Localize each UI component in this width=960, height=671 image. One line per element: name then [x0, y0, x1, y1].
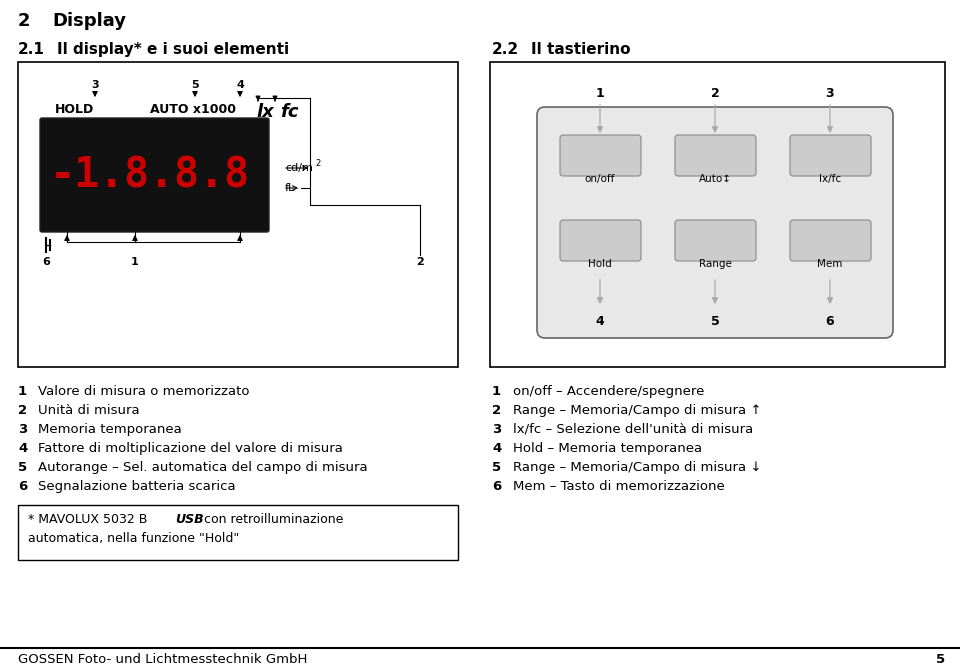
Text: 4: 4 — [492, 442, 501, 455]
Text: lx/fc – Selezione dell'unità di misura: lx/fc – Selezione dell'unità di misura — [513, 423, 754, 436]
Text: Display: Display — [52, 12, 126, 30]
Text: con retroilluminazione: con retroilluminazione — [200, 513, 344, 526]
Text: 2: 2 — [416, 257, 424, 267]
FancyBboxPatch shape — [560, 220, 641, 261]
Bar — [18, 62, 458, 367]
Text: 6: 6 — [492, 480, 501, 493]
Text: * MAVOLUX 5032 B: * MAVOLUX 5032 B — [28, 513, 152, 526]
Text: 2: 2 — [18, 12, 31, 30]
Text: on/off – Accendere/spegnere: on/off – Accendere/spegnere — [513, 385, 705, 398]
Text: 4: 4 — [18, 442, 27, 455]
Text: Valore di misura o memorizzato: Valore di misura o memorizzato — [38, 385, 250, 398]
Text: Fattore di moltiplicazione del valore di misura: Fattore di moltiplicazione del valore di… — [38, 442, 343, 455]
Text: 2.1: 2.1 — [18, 42, 45, 57]
Text: USB: USB — [175, 513, 204, 526]
Text: lx/fc: lx/fc — [819, 174, 841, 184]
Text: 5: 5 — [18, 461, 27, 474]
Text: cd/m: cd/m — [285, 163, 313, 173]
FancyBboxPatch shape — [537, 107, 893, 338]
Text: Hold: Hold — [588, 259, 612, 269]
Text: 1: 1 — [132, 257, 139, 267]
FancyBboxPatch shape — [790, 220, 871, 261]
Text: Range – Memoria/Campo di misura ↓: Range – Memoria/Campo di misura ↓ — [513, 461, 761, 474]
Text: Hold – Memoria temporanea: Hold – Memoria temporanea — [513, 442, 702, 455]
Text: 2: 2 — [710, 87, 719, 100]
Text: 6: 6 — [42, 257, 50, 267]
Text: automatica, nella funzione "Hold": automatica, nella funzione "Hold" — [28, 532, 239, 545]
Text: 6: 6 — [18, 480, 27, 493]
Text: 3: 3 — [826, 87, 834, 100]
Text: 6: 6 — [826, 315, 834, 328]
Text: 5: 5 — [710, 315, 719, 328]
Text: 5: 5 — [936, 653, 945, 666]
Text: 4: 4 — [236, 80, 244, 90]
Text: fc: fc — [280, 103, 299, 121]
Text: Il display* e i suoi elementi: Il display* e i suoi elementi — [57, 42, 289, 57]
Text: 5: 5 — [492, 461, 501, 474]
Text: 2.2: 2.2 — [492, 42, 519, 57]
Text: 2: 2 — [315, 160, 321, 168]
Text: Range – Memoria/Campo di misura ↑: Range – Memoria/Campo di misura ↑ — [513, 404, 761, 417]
Text: HOLD: HOLD — [55, 103, 94, 116]
Text: on/off: on/off — [585, 174, 615, 184]
Text: 2: 2 — [492, 404, 501, 417]
Text: 2: 2 — [18, 404, 27, 417]
Text: 5: 5 — [191, 80, 199, 90]
Text: 4: 4 — [595, 315, 605, 328]
Text: Segnalazione batteria scarica: Segnalazione batteria scarica — [38, 480, 235, 493]
Text: 1: 1 — [492, 385, 501, 398]
Text: Il tastierino: Il tastierino — [531, 42, 631, 57]
Text: Autorange – Sel. automatica del campo di misura: Autorange – Sel. automatica del campo di… — [38, 461, 368, 474]
Text: 3: 3 — [492, 423, 501, 436]
Text: Mem: Mem — [817, 259, 843, 269]
Text: Auto↕: Auto↕ — [699, 174, 732, 184]
Text: 1: 1 — [595, 87, 605, 100]
FancyBboxPatch shape — [40, 118, 269, 232]
Text: Unità di misura: Unità di misura — [38, 404, 139, 417]
Text: lx: lx — [256, 103, 274, 121]
FancyBboxPatch shape — [675, 135, 756, 176]
Text: 1: 1 — [18, 385, 27, 398]
Text: AUTO x1000: AUTO x1000 — [150, 103, 236, 116]
Text: 3: 3 — [18, 423, 27, 436]
Bar — [18, 505, 458, 560]
FancyBboxPatch shape — [560, 135, 641, 176]
Text: GOSSEN Foto- und Lichtmesstechnik GmbH: GOSSEN Foto- und Lichtmesstechnik GmbH — [18, 653, 307, 666]
Text: 3: 3 — [91, 80, 99, 90]
Text: -1.8.8.8: -1.8.8.8 — [50, 154, 250, 196]
FancyBboxPatch shape — [790, 135, 871, 176]
Text: fL: fL — [285, 183, 296, 193]
Bar — [490, 62, 945, 367]
Text: Memoria temporanea: Memoria temporanea — [38, 423, 181, 436]
FancyBboxPatch shape — [675, 220, 756, 261]
Text: Range: Range — [699, 259, 732, 269]
Text: Mem – Tasto di memorizzazione: Mem – Tasto di memorizzazione — [513, 480, 725, 493]
